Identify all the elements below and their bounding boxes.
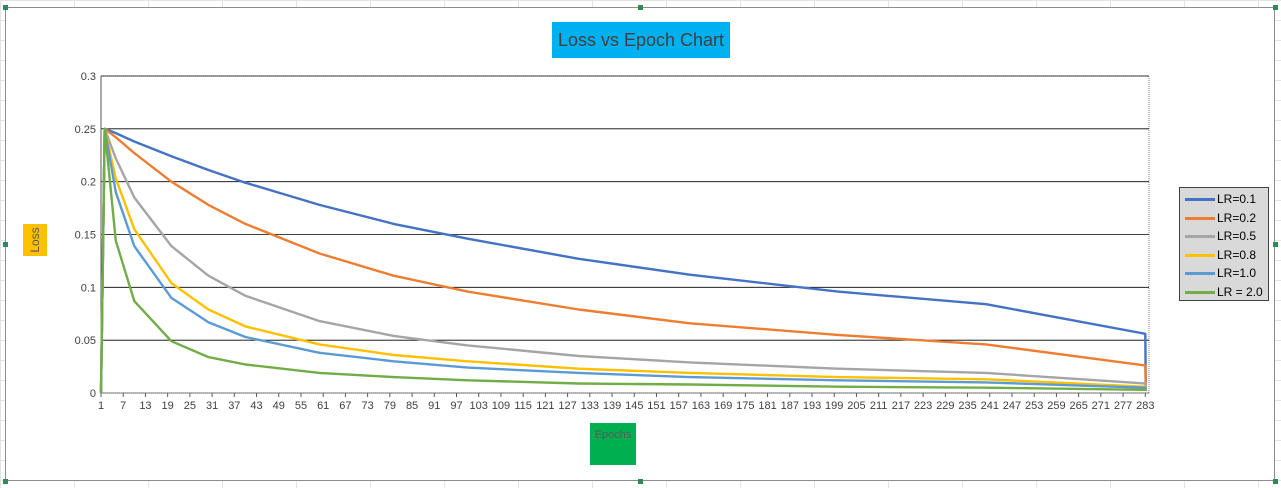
x-tick-label: 109 xyxy=(492,400,510,412)
resize-handle-bottom-left[interactable] xyxy=(3,479,8,484)
x-tick-label: 31 xyxy=(206,400,218,412)
legend-swatch xyxy=(1185,272,1215,275)
resize-handle-bottom-middle[interactable] xyxy=(638,479,643,484)
x-tick-label: 271 xyxy=(1092,400,1110,412)
series-line-1 xyxy=(99,127,1147,394)
x-tick-label: 169 xyxy=(714,400,732,412)
x-tick-label: 163 xyxy=(692,400,710,412)
resize-handle-top-middle[interactable] xyxy=(638,5,643,10)
x-tick-label: 25 xyxy=(184,400,196,412)
x-tick-label: 241 xyxy=(981,400,999,412)
resize-handle-top-right[interactable] xyxy=(1273,5,1278,10)
x-tick-label: 211 xyxy=(870,400,888,412)
resize-handle-middle-right[interactable] xyxy=(1273,242,1278,247)
legend-swatch xyxy=(1185,198,1215,201)
legend-swatch xyxy=(1185,216,1215,220)
x-tick-label: 217 xyxy=(892,400,910,412)
legend-label: LR=1.0 xyxy=(1217,266,1257,280)
x-tick-label: 235 xyxy=(958,400,976,412)
x-tick-label: 127 xyxy=(558,400,576,412)
resize-handle-bottom-right[interactable] xyxy=(1273,479,1278,484)
series-line-4 xyxy=(99,127,1147,394)
x-tick-label: 175 xyxy=(736,400,754,412)
x-tick-label: 283 xyxy=(1136,400,1154,412)
x-tick-label: 223 xyxy=(914,400,932,412)
legend-item[interactable]: LR=1.0 xyxy=(1180,264,1268,283)
x-tick-label: 187 xyxy=(781,400,799,412)
series-line-5 xyxy=(99,127,1147,394)
legend-label: LR=0.2 xyxy=(1217,210,1257,225)
y-tick-label: 0.1 xyxy=(81,282,96,294)
x-tick-label: 157 xyxy=(670,400,688,412)
y-tick-label: 0.05 xyxy=(75,335,96,347)
legend-item[interactable]: LR=0.8 xyxy=(1180,246,1268,265)
x-tick-label: 97 xyxy=(450,400,462,412)
x-tick-label: 181 xyxy=(758,400,776,412)
x-tick-label: 19 xyxy=(162,400,174,412)
legend-swatch xyxy=(1185,253,1215,257)
x-tick-label: 37 xyxy=(228,400,240,412)
y-tick-label: 0 xyxy=(90,388,96,400)
series-line-2 xyxy=(99,127,1147,394)
x-tick-label: 7 xyxy=(120,400,126,412)
x-tick-label: 103 xyxy=(470,400,488,412)
x-tick-label: 151 xyxy=(647,400,665,412)
x-tick-labels: 1 7 13 19 25 31 37 43 49 55 61 67 73 79 85 91 97 103 109 11… xyxy=(98,393,1154,412)
x-tick-label: 121 xyxy=(536,400,554,412)
legend-label: LR=0.1 xyxy=(1217,192,1257,206)
x-tick-label: 193 xyxy=(803,400,821,412)
x-tick-label: 115 xyxy=(514,400,532,412)
x-tick-label: 133 xyxy=(581,400,599,412)
x-tick-label: 13 xyxy=(139,400,151,412)
legend-item[interactable]: LR = 2.0 xyxy=(1180,283,1268,302)
legend-item[interactable]: LR=0.2 xyxy=(1180,209,1268,228)
x-tick-label: 61 xyxy=(317,400,329,412)
x-tick-label: 205 xyxy=(847,400,865,412)
x-tick-label: 265 xyxy=(1069,400,1087,412)
legend-swatch xyxy=(1185,235,1215,238)
legend-item[interactable]: LR=0.5 xyxy=(1180,227,1268,246)
x-tick-label: 229 xyxy=(936,400,954,412)
x-tick-label: 55 xyxy=(295,400,307,412)
legend-swatch xyxy=(1185,290,1215,294)
legend-label: LR=0.8 xyxy=(1217,247,1257,262)
y-axis-title-box[interactable] xyxy=(23,224,47,256)
y-tick-labels: 0 0.05 0.1 0.15 0.2 0.25 0.3 xyxy=(75,71,96,400)
x-axis-title[interactable]: Epochs xyxy=(590,423,636,465)
x-tick-label: 253 xyxy=(1025,400,1043,412)
x-tick-label: 43 xyxy=(250,400,262,412)
y-tick-label: 0.2 xyxy=(81,177,96,189)
x-tick-label: 247 xyxy=(1003,400,1021,412)
y-tick-label: 0.25 xyxy=(75,124,96,136)
x-tick-label: 139 xyxy=(603,400,621,412)
x-tick-label: 91 xyxy=(428,400,440,412)
legend-label: LR = 2.0 xyxy=(1217,284,1263,299)
resize-handle-top-left[interactable] xyxy=(3,5,8,10)
chart-area[interactable] xyxy=(5,7,1275,481)
legend[interactable]: LR=0.1 LR=0.2 LR=0.5 LR=0.8 LR=1.0 LR = 2.0 xyxy=(1179,187,1269,301)
x-tick-label: 145 xyxy=(625,400,643,412)
x-tick-label: 67 xyxy=(339,400,351,412)
legend-item[interactable]: LR=0.1 xyxy=(1180,190,1268,209)
series-line-3 xyxy=(99,127,1147,394)
x-tick-label: 73 xyxy=(362,400,374,412)
series-lines xyxy=(99,127,1147,394)
x-tick-label: 1 xyxy=(98,400,104,412)
series-line-0 xyxy=(99,127,1147,394)
y-tick-label: 0.3 xyxy=(81,71,96,83)
x-tick-label: 85 xyxy=(406,400,418,412)
y-tick-label: 0.15 xyxy=(75,230,96,242)
gridlines xyxy=(100,75,1150,394)
x-tick-label: 79 xyxy=(384,400,396,412)
legend-label: LR=0.5 xyxy=(1217,229,1257,243)
x-tick-label: 259 xyxy=(1047,400,1065,412)
x-tick-label: 49 xyxy=(273,400,285,412)
x-tick-label: 199 xyxy=(825,400,843,412)
chart-title[interactable]: Loss vs Epoch Chart xyxy=(552,22,730,58)
resize-handle-middle-left[interactable] xyxy=(3,242,8,247)
x-tick-label: 277 xyxy=(1114,400,1132,412)
